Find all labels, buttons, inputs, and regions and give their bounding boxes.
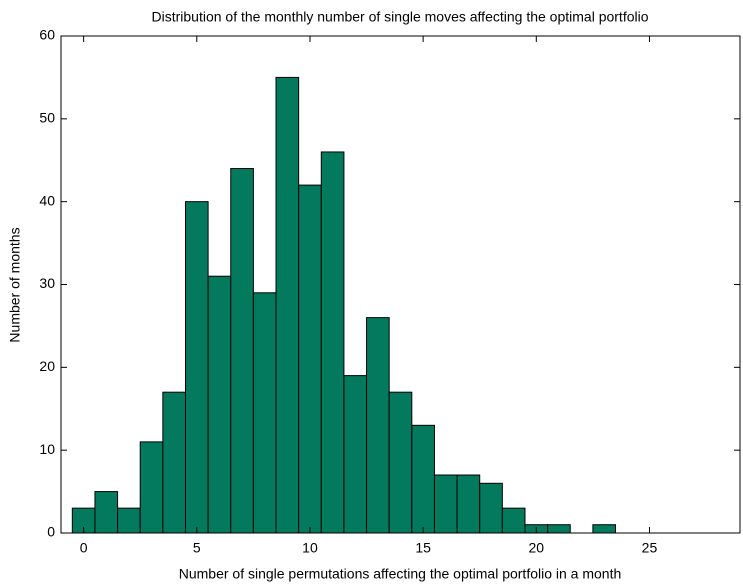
bar (162, 391, 186, 534)
bar (547, 524, 571, 534)
bar (230, 168, 254, 534)
bar (94, 491, 119, 534)
y-axis-label: Number of months (7, 227, 23, 342)
bar (252, 292, 277, 534)
bar (501, 507, 526, 534)
bar (433, 474, 458, 534)
x-tick-label: 15 (415, 540, 431, 556)
x-tick-label: 20 (529, 540, 545, 556)
bar (343, 375, 368, 534)
bar (366, 317, 390, 534)
y-tick-label: 20 (39, 358, 55, 374)
y-tick-label: 30 (39, 275, 55, 291)
bar (184, 201, 209, 534)
bar (298, 184, 322, 534)
y-tick-label: 60 (39, 27, 55, 43)
x-tick-label: 25 (642, 540, 658, 556)
x-tick-label: 10 (302, 540, 318, 556)
bar (117, 507, 141, 534)
bar (411, 424, 435, 534)
bar (139, 441, 164, 534)
chart-title: Distribution of the monthly number of si… (152, 9, 649, 25)
bar (275, 76, 300, 534)
y-tick-label: 10 (39, 441, 55, 457)
x-tick-label: 0 (80, 540, 88, 556)
y-tick-label: 50 (39, 110, 55, 126)
y-tick-label: 0 (47, 524, 55, 540)
bar (388, 391, 413, 534)
y-tick-label: 40 (39, 192, 55, 208)
x-axis-label: Number of single permutations affecting … (179, 566, 622, 582)
x-tick-label: 5 (193, 540, 201, 556)
bar (479, 482, 503, 534)
bar (207, 275, 232, 534)
bar (320, 151, 345, 534)
bar (592, 524, 617, 534)
bar (456, 474, 481, 534)
